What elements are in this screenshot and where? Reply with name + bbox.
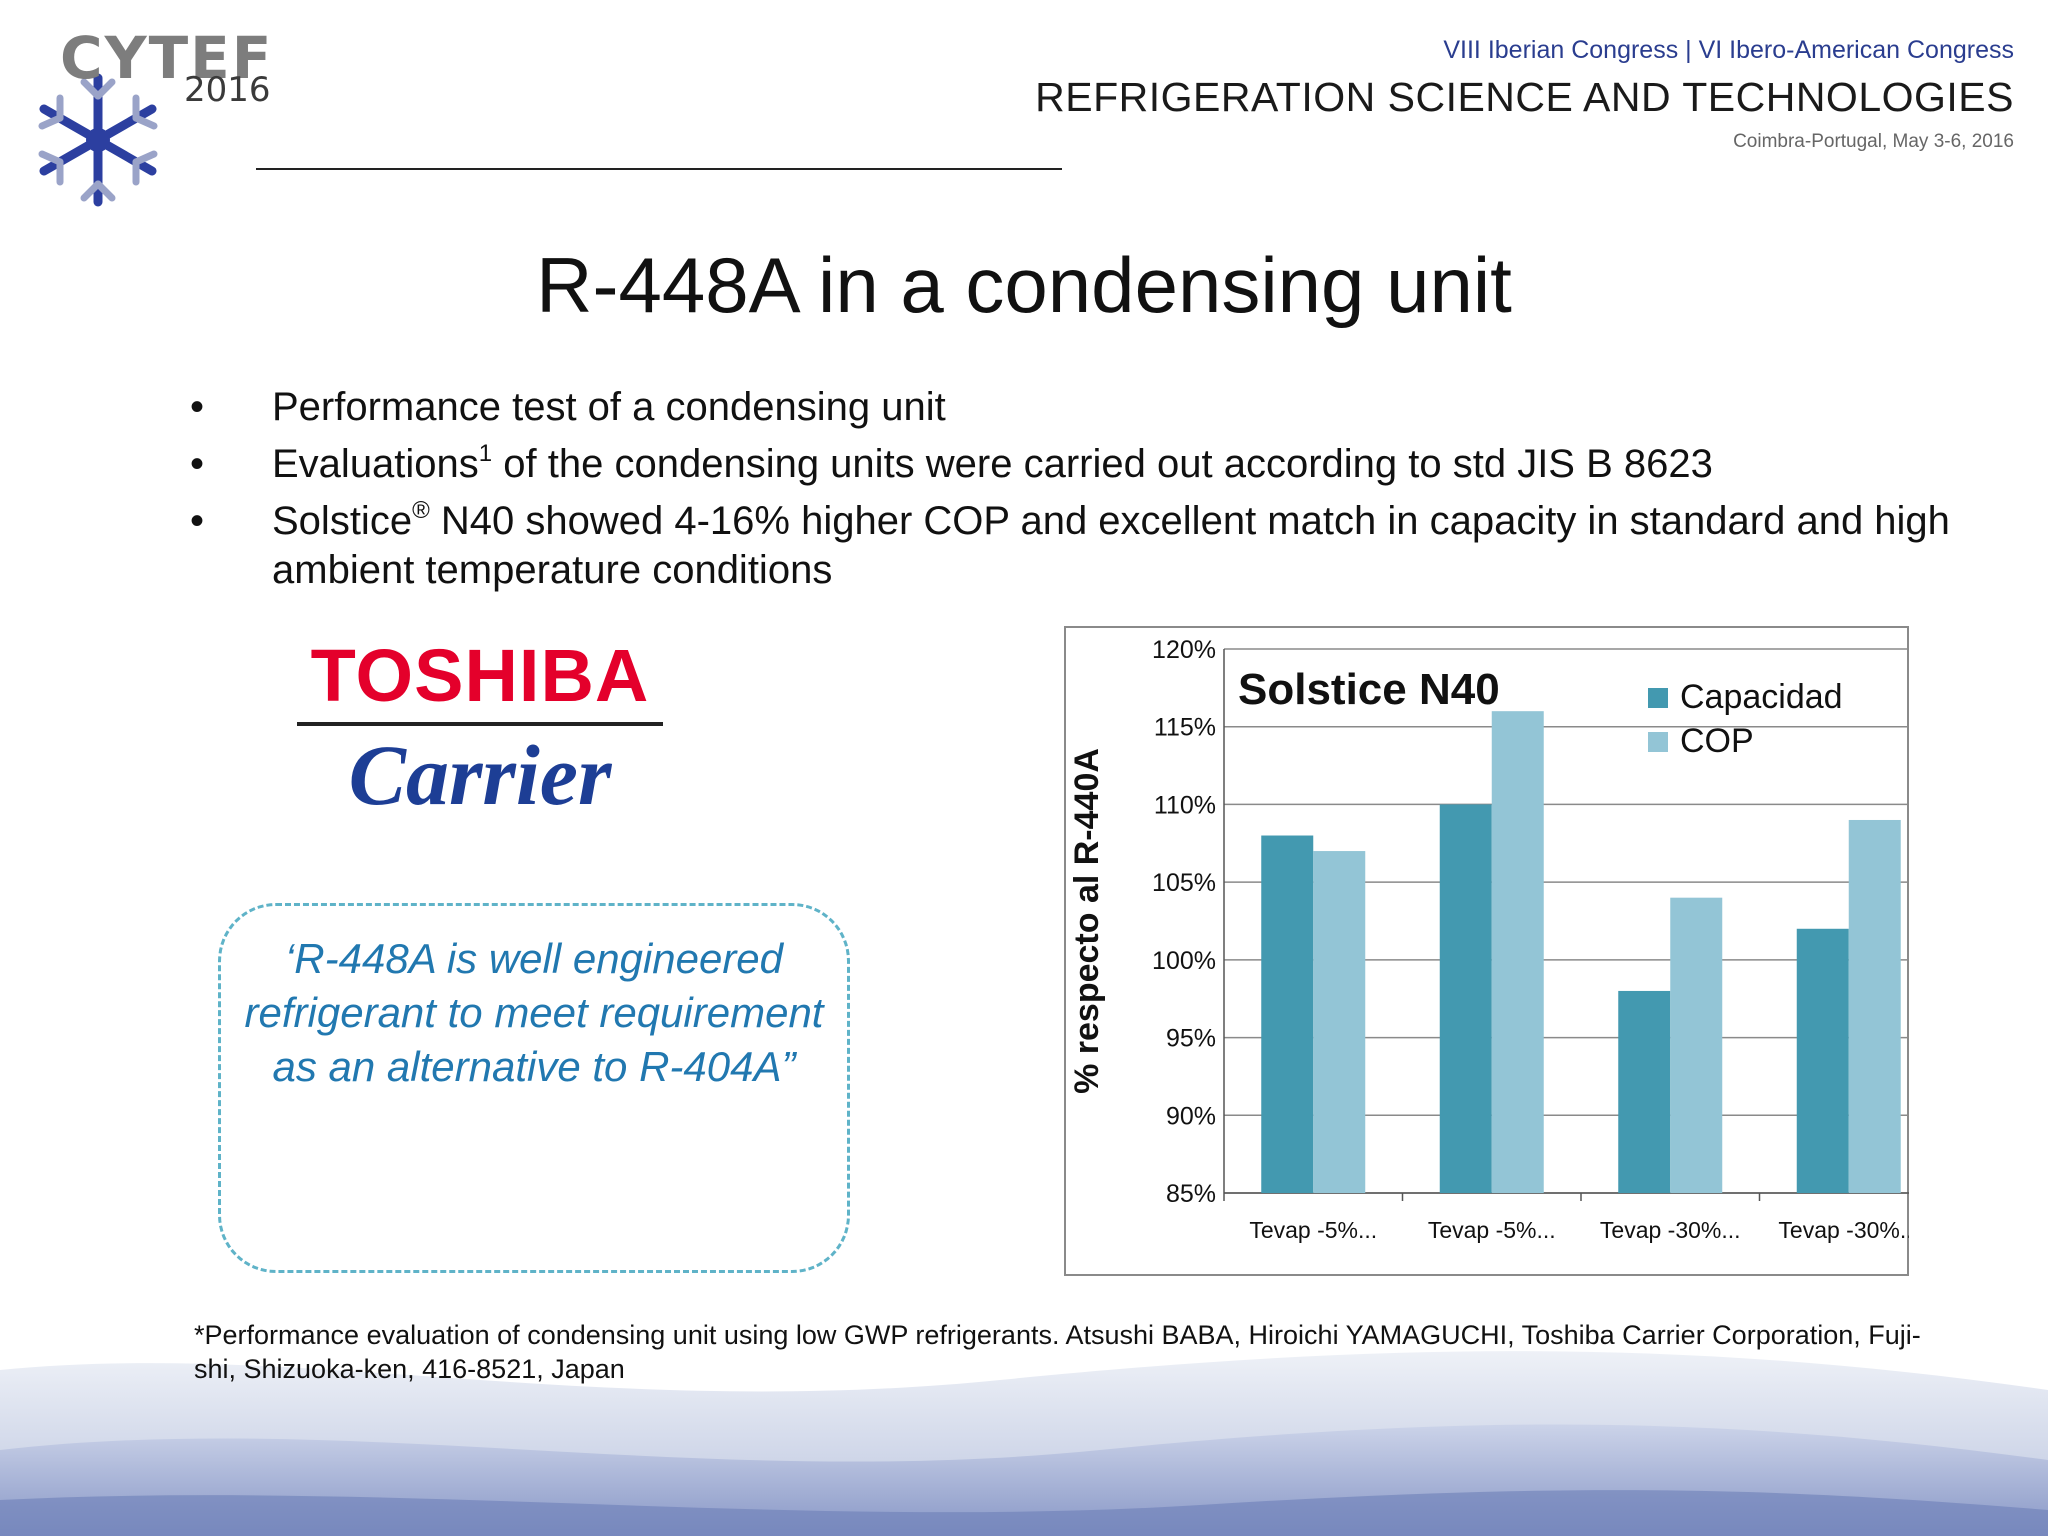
- bullet-text-cont: of the condensing units were carried out…: [492, 442, 1713, 486]
- slide-title: R-448A in a condensing unit: [536, 241, 1512, 329]
- x-tick-label: Tevap -5%...: [1249, 1217, 1377, 1243]
- bullet-item: • Performance test of a condensing unit: [190, 383, 1950, 432]
- y-tick-label: 110%: [1154, 791, 1216, 819]
- x-tick-label: Tevap -5%...: [1428, 1217, 1556, 1243]
- wave-background: [0, 1351, 2048, 1536]
- legend-label: COP: [1680, 722, 1754, 760]
- bullet-text: Solstice: [272, 499, 413, 543]
- footnote-ref: 1: [478, 440, 493, 467]
- logo-year: 2016: [184, 70, 271, 110]
- y-tick-label: 85%: [1166, 1180, 1216, 1208]
- y-tick-label: 115%: [1154, 714, 1216, 742]
- bar-capacidad: [1618, 990, 1671, 1193]
- bullet-text: Evaluations: [272, 442, 479, 486]
- x-tick-label: Tevap -30%...: [1600, 1217, 1741, 1243]
- quote-box: [218, 903, 850, 1273]
- toshiba-wordmark: TOSHIBA: [310, 634, 650, 717]
- y-tick-label: 90%: [1166, 1102, 1216, 1130]
- legend-swatch: [1648, 732, 1668, 752]
- bullet-item: • Solstice® N40 showed 4-16% higher COP …: [190, 497, 1950, 595]
- chart-title: Solstice N40: [1238, 665, 1500, 714]
- x-tick-label: Tevap -30%...: [1778, 1217, 1909, 1243]
- logo-text: CYTEF: [60, 24, 274, 92]
- cytef-logo: CYTEF 2016: [28, 14, 271, 214]
- y-axis-label: % respecto al R-440A: [1068, 748, 1106, 1094]
- bar-capacidad: [1261, 835, 1314, 1193]
- bar-cop: [1670, 897, 1723, 1193]
- snowflake-icon: [38, 73, 158, 207]
- bar-chart: 85% 90% 95% 100% 105% 110% 115% 120% Tevap -5%..…: [1068, 636, 1909, 1243]
- bullet-text-cont: N40 showed 4-16% higher COP and excellen…: [272, 499, 1950, 592]
- bullet-item: • Evaluations1 of the condensing units w…: [190, 440, 1950, 489]
- bullet-marker: •: [190, 442, 205, 486]
- y-tick-label: 95%: [1166, 1025, 1216, 1053]
- bar-cop: [1491, 711, 1544, 1193]
- congress-topic: REFRIGERATION SCIENCE AND TECHNOLOGIES: [1035, 74, 2014, 120]
- footnote: *Performance evaluation of condensing un…: [194, 1320, 1921, 1384]
- quote-text: ‘R-448A is well engineered refrigerant t…: [244, 935, 824, 1090]
- bullet-marker: •: [190, 499, 205, 543]
- header-divider: [256, 168, 1062, 170]
- bullet-marker: •: [190, 385, 205, 429]
- bullet-text: Performance test of a condensing unit: [272, 385, 946, 429]
- legend-swatch: [1648, 688, 1668, 708]
- bar-capacidad: [1439, 804, 1492, 1193]
- congress-line: VIII Iberian Congress | VI Ibero-America…: [1443, 36, 2014, 64]
- registered-mark: ®: [412, 497, 430, 524]
- bar-cop: [1848, 819, 1901, 1193]
- y-tick-label: 100%: [1152, 947, 1216, 975]
- logo-divider: [297, 722, 663, 726]
- y-tick-label: 120%: [1152, 636, 1216, 664]
- congress-place-date: Coimbra-Portugal, May 3-6, 2016: [1733, 131, 2014, 152]
- toshiba-carrier-logo: TOSHIBA Carrier: [290, 636, 670, 820]
- y-tick-label: 105%: [1152, 869, 1216, 897]
- bar-cop: [1313, 851, 1366, 1193]
- bullet-list: • Performance test of a condensing unit …: [190, 383, 1950, 603]
- bar-capacidad: [1796, 928, 1849, 1193]
- carrier-wordmark: Carrier: [348, 727, 612, 823]
- legend-label: Capacidad: [1680, 678, 1843, 716]
